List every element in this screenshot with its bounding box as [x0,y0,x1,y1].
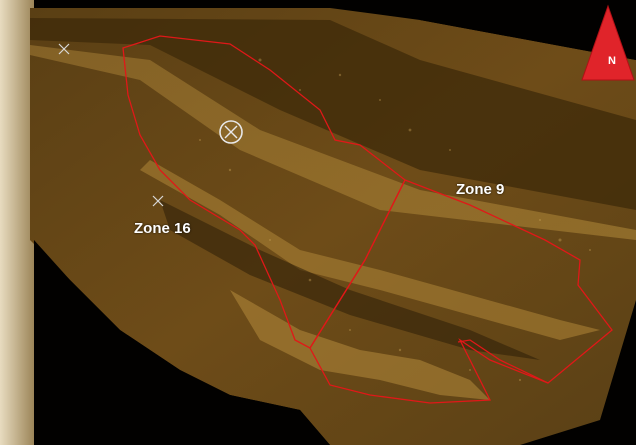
zone-16-label: Zone 16 [134,220,191,237]
x-marker-icon[interactable] [57,42,71,56]
dark-trough [30,18,636,210]
deep-channel [160,200,540,360]
mid-ridge [140,160,600,340]
x-marker-icon[interactable] [151,194,165,208]
north-arrow-label: N [608,55,616,67]
lower-ridge [230,290,490,400]
left-border-texture [0,0,34,445]
north-arrow-icon [581,4,635,81]
zone-9-inner-boundary [457,339,549,384]
sonar-speckle [199,58,591,382]
circled-x-marker-icon[interactable] [217,118,245,146]
zone-boundaries [122,35,613,404]
zone-9-boundary[interactable] [309,179,613,404]
upper-ridge [30,45,636,240]
no-coverage-area-top [420,8,636,60]
no-coverage-area [34,240,330,445]
zone-9-label: Zone 9 [456,181,505,198]
